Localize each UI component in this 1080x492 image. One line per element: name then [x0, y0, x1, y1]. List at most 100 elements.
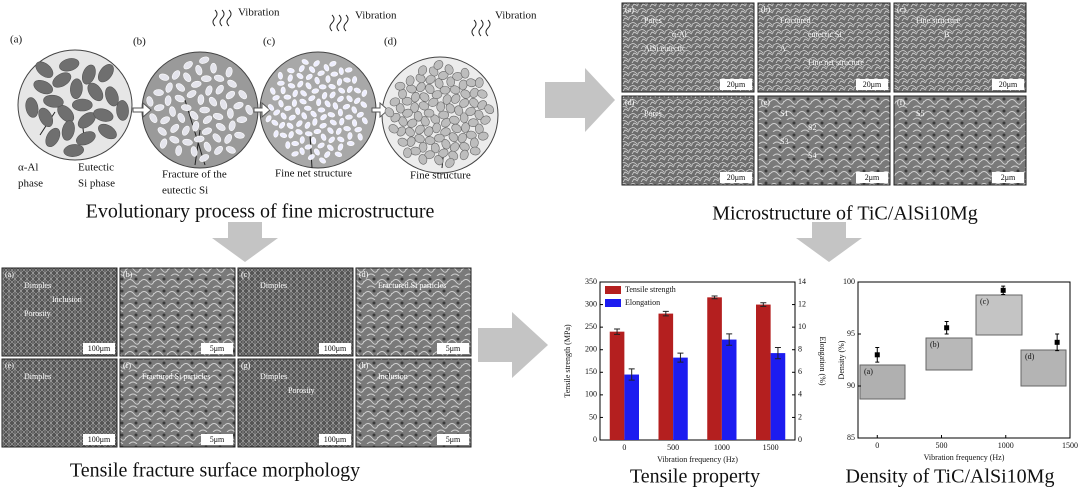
micrograph [119, 358, 236, 448]
y-tick-label: 250 [585, 322, 597, 331]
grain [446, 76, 456, 88]
grain [477, 89, 488, 99]
grain [440, 127, 451, 137]
grain [25, 97, 39, 118]
grain [301, 59, 309, 65]
grain [403, 147, 412, 159]
panel-label: (a) [5, 270, 14, 279]
grain [346, 85, 353, 93]
y-tick-label: 0 [593, 435, 597, 444]
annotation: Si phase [78, 178, 115, 190]
grain [171, 70, 181, 80]
error-bar [628, 368, 635, 381]
grain [265, 115, 272, 123]
scale-box [720, 172, 752, 183]
point [944, 325, 950, 331]
grain [327, 144, 334, 151]
grain [459, 98, 470, 108]
micrograph [355, 358, 472, 448]
grain [405, 127, 415, 137]
grain [317, 70, 325, 76]
error-bar [614, 328, 621, 335]
grain [97, 64, 114, 83]
grain [165, 82, 173, 93]
grain [277, 71, 283, 80]
grain [182, 138, 193, 146]
grain [319, 157, 326, 164]
annotation: S2 [808, 123, 816, 132]
x-tick-label: 0 [875, 441, 879, 450]
grain [332, 102, 339, 110]
grain [304, 121, 311, 129]
y-tick-label: 50 [589, 412, 597, 421]
scale-box [437, 434, 469, 445]
grain [347, 132, 353, 140]
grain [214, 145, 223, 155]
grain [329, 91, 336, 99]
panel-label: (c) [241, 270, 250, 279]
panel-label: (f) [123, 361, 131, 370]
error-bar [726, 333, 733, 346]
grain [59, 58, 80, 72]
grain [457, 132, 467, 144]
scale-label: 2μm [865, 173, 880, 182]
grain [465, 107, 476, 116]
grain [324, 100, 331, 108]
grain [415, 124, 425, 135]
point [1000, 287, 1006, 293]
grain [436, 101, 446, 113]
scale-label: 5μm [446, 344, 461, 353]
grain [477, 131, 489, 141]
bar [624, 374, 639, 440]
grain [329, 119, 337, 126]
grain [445, 158, 455, 168]
grain [342, 103, 351, 110]
scale-box [856, 172, 888, 183]
grain [224, 133, 233, 144]
grain [351, 106, 358, 114]
annotation: phase [18, 178, 43, 190]
bar [770, 353, 786, 440]
legend-swatch [605, 299, 621, 307]
x-tick-label: 500 [936, 441, 948, 450]
grain [116, 100, 129, 121]
annotation: Fractured Si particles [378, 281, 446, 290]
grain [337, 108, 343, 117]
point [1054, 339, 1060, 345]
grain [310, 110, 317, 118]
annotation: Fractured Si particles [142, 372, 210, 381]
grain [338, 87, 346, 94]
grain [474, 77, 484, 88]
grain [295, 107, 301, 115]
error-bar [760, 302, 767, 307]
grain [227, 79, 237, 88]
grain [469, 97, 479, 108]
grain [199, 154, 210, 162]
grain [343, 126, 351, 132]
grain [283, 94, 292, 100]
grain [305, 73, 313, 80]
grain [317, 142, 325, 149]
scale-label: 100μm [88, 344, 111, 353]
scale-label: 20μm [863, 80, 882, 89]
grain [35, 61, 54, 78]
schematic [17, 9, 499, 174]
panel-label: (g) [241, 361, 251, 370]
scale-label: 5μm [210, 344, 225, 353]
bar [707, 297, 722, 440]
vibration-wave [329, 14, 349, 32]
annotation: eutectic Si [162, 185, 208, 197]
panel-label: (b) [133, 36, 146, 48]
grain [361, 117, 368, 125]
grain [337, 95, 344, 102]
plot-frame [599, 281, 796, 441]
x-axis-label: Vibration frequency (Hz) [657, 455, 738, 464]
grain [442, 94, 452, 105]
y-axis-label: Tensile strength (MPa) [563, 324, 572, 398]
vibration-wave [471, 19, 491, 37]
caption: Tensile property [630, 466, 760, 488]
inset-label: (a) [864, 367, 873, 376]
grain [318, 84, 327, 90]
y-tick-label: 100 [585, 390, 597, 399]
panel-label: (a) [625, 5, 634, 14]
